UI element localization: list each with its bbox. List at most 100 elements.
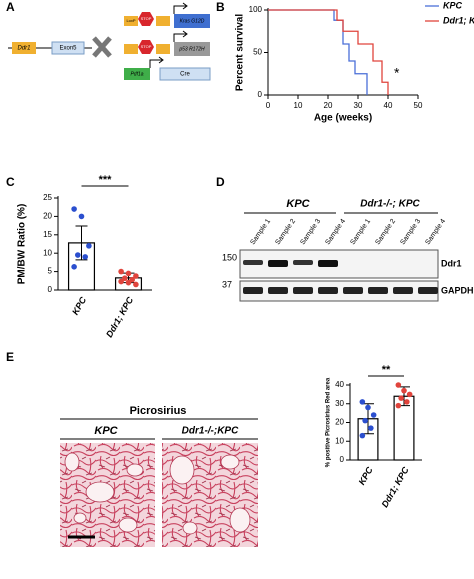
y-axis-label: PM/BW Ratio (%) <box>17 204 28 285</box>
panel-label: E <box>6 350 14 364</box>
error-bar <box>75 225 88 261</box>
sample-label: Sample 4 <box>324 218 347 246</box>
data-point <box>118 278 124 285</box>
sample-label: Sample 4 <box>424 218 447 246</box>
band <box>418 287 438 294</box>
stop-label: STOP <box>141 44 152 49</box>
data-point <box>78 213 85 220</box>
marker-label: 37 <box>222 279 232 289</box>
sample-label: Sample 2 <box>374 218 397 246</box>
survival-line <box>268 9 368 95</box>
y-tick-label: 5 <box>48 267 53 276</box>
sample-label: Sample 1 <box>349 218 372 246</box>
data-point <box>398 395 404 401</box>
data-point <box>125 279 132 286</box>
panel-e: E Picrosirius KPC Ddr1-/-;KPC <box>6 350 258 547</box>
panel-d: D KPC Ddr1-/-; KPC 150 37 Ddr1 GAPDH Sam… <box>216 175 474 302</box>
x-tick-label: 50 <box>414 101 423 110</box>
y-tick-label: 30 <box>335 399 344 408</box>
y-tick-label: 50 <box>253 48 262 57</box>
panel-a: A Ddr1 Exon5 LoxP STOP Kras G12D STOP p5… <box>6 0 211 81</box>
band <box>318 287 338 294</box>
band-label: GAPDH <box>441 285 474 295</box>
x-tick-label: 10 <box>294 101 303 110</box>
data-point <box>71 206 77 212</box>
gene-box <box>12 42 36 54</box>
panel-label: D <box>216 175 225 189</box>
cross <box>92 36 112 58</box>
significance-label: *** <box>99 174 113 186</box>
data-point <box>82 254 88 260</box>
exon-box <box>51 41 85 55</box>
sample-label: Sample 3 <box>399 218 422 246</box>
band-label: Ddr1 <box>441 258 462 268</box>
stain-label: Picrosirius <box>130 405 187 417</box>
marker-label: 150 <box>222 252 237 262</box>
data-point <box>133 281 139 288</box>
data-point <box>404 399 410 405</box>
x-tick-label: 30 <box>354 101 363 110</box>
band <box>393 287 413 294</box>
data-point <box>122 275 128 282</box>
y-axis-label: % positive Picrosirius Red area <box>326 377 332 467</box>
y-tick-label: 0 <box>48 285 53 294</box>
x-tick-label: Ddr1; KPC <box>380 465 411 509</box>
data-point <box>133 273 139 279</box>
panel-label: C <box>6 175 15 189</box>
exon-label: Exon5 <box>59 46 77 52</box>
data-point <box>71 264 77 270</box>
band <box>343 287 363 294</box>
kras-label: Kras G12D <box>180 18 205 24</box>
significance-label: ** <box>382 364 391 376</box>
p53-label: p53 R172H <box>178 46 205 52</box>
group-label: Ddr1-/-;KPC <box>182 426 239 437</box>
survival-line <box>268 9 389 95</box>
data-point <box>86 243 92 249</box>
band <box>293 260 313 265</box>
y-tick-label: 40 <box>335 380 344 389</box>
y-tick-label: 25 <box>43 193 52 202</box>
panel-label: A <box>6 0 15 14</box>
data-point <box>395 382 402 388</box>
y-axis-label: Percent survival <box>235 14 246 91</box>
band <box>243 260 263 265</box>
y-tick-label: 15 <box>43 230 52 239</box>
data-point <box>395 402 402 409</box>
y-tick-label: 10 <box>43 248 52 257</box>
data-point <box>365 404 371 411</box>
band <box>268 287 288 294</box>
y-tick-label: 20 <box>335 418 344 427</box>
sample-label: Sample 1 <box>249 218 272 246</box>
annotation: * <box>394 65 400 81</box>
band <box>293 287 313 294</box>
group-label: KPC <box>94 425 118 437</box>
data-point <box>125 270 132 277</box>
x-tick-label: KPC <box>357 465 375 487</box>
band <box>368 287 388 294</box>
data-point <box>118 268 124 275</box>
x-tick-label: 0 <box>266 101 271 110</box>
data-point <box>359 432 366 439</box>
y-tick-label: 20 <box>43 212 52 221</box>
data-point <box>370 412 377 418</box>
promoter-label: Pdf1a <box>130 71 143 77</box>
x-axis-label: Age (weeks) <box>314 113 372 124</box>
data-point <box>368 425 374 431</box>
group-label: KPC <box>286 198 310 210</box>
data-point <box>75 252 81 258</box>
loxp-label: LoxP <box>126 18 135 23</box>
x-tick-label: Ddr1; KPC <box>104 295 135 339</box>
stop-label: STOP <box>141 16 152 21</box>
x-tick-label: 40 <box>384 101 393 110</box>
y-tick-label: 0 <box>258 90 263 99</box>
tissue-holes <box>64 452 144 533</box>
tissue-holes <box>169 454 251 535</box>
data-point <box>401 387 407 394</box>
legend-label: Ddr1; KPC <box>443 15 474 25</box>
y-tick-label: 100 <box>249 5 263 14</box>
band <box>318 260 338 267</box>
kras-construct: LoxP STOP Kras G12D <box>124 2 210 28</box>
band <box>268 260 288 267</box>
data-point <box>359 399 366 405</box>
